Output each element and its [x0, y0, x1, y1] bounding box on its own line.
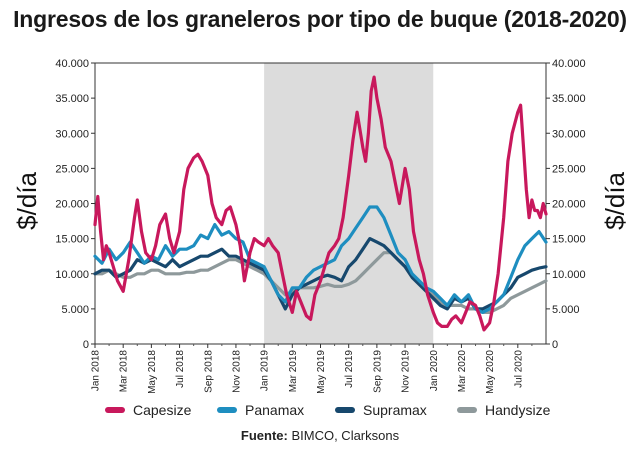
y-tick-label-right: 15.000	[552, 234, 586, 246]
y-tick-label-right: 20.000	[552, 199, 586, 211]
legend-item-supramax: Supramax	[335, 402, 427, 418]
line-chart: 0 0 5.000 5.000 10.000 10.000 15.000 15.000 20.0…	[55, 58, 586, 394]
legend-swatch-handysize	[457, 407, 477, 413]
y-tick-label-right: 40.000	[552, 58, 586, 70]
x-tick-label: Mar 2019	[288, 350, 299, 393]
legend-item-capesize: Capesize	[105, 402, 191, 418]
legend: Capesize Panamax Supramax Handysize	[105, 402, 625, 422]
source-note: Fuente: BIMCO, Clarksons	[0, 428, 640, 443]
y-tick-label-right: 10.000	[552, 269, 586, 281]
x-tick-label: May 2020	[485, 350, 496, 394]
chart-title: Ingresos de los graneleros por tipo de b…	[13, 6, 627, 32]
x-tick-label: May 2018	[147, 350, 158, 394]
legend-item-handysize: Handysize	[457, 402, 550, 418]
legend-item-panamax: Panamax	[217, 402, 304, 418]
x-tick-label: Mar 2020	[457, 350, 468, 393]
legend-label-panamax: Panamax	[245, 402, 305, 418]
y-tick-label-left: 5.000	[61, 304, 89, 316]
y-tick-label-right: 25.000	[552, 163, 586, 175]
y-tick-label-left: 25.000	[55, 163, 89, 175]
series-line-capesize	[93, 75, 548, 332]
legend-swatch-supramax	[335, 407, 355, 413]
x-tick-label: Jul 2018	[175, 350, 186, 388]
x-tick-label: Jan 2019	[260, 350, 271, 392]
y-tick-label-left: 40.000	[55, 58, 89, 70]
y-tick-label-left: 30.000	[55, 128, 89, 140]
series-line-handysize	[93, 251, 548, 314]
y-tick-label-left: 10.000	[55, 269, 89, 281]
x-tick-label: Jan 2018	[91, 350, 102, 392]
legend-label-capesize: Capesize	[133, 402, 192, 418]
y-tick-label-right: 35.000	[552, 93, 586, 105]
y-tick-label-left: 20.000	[55, 199, 89, 211]
source-text: BIMCO, Clarksons	[291, 428, 400, 443]
x-tick-label: Sep 2018	[203, 350, 214, 393]
x-tick-label: Sep 2019	[372, 350, 383, 393]
x-tick-label: Jul 2020	[513, 350, 524, 388]
y-tick-label-right: 30.000	[552, 128, 586, 140]
y-tick-label-left: 0	[83, 339, 89, 351]
x-tick-label: Jul 2019	[344, 350, 355, 388]
x-tick-label: Mar 2018	[119, 350, 130, 393]
y-tick-label-right: 5.000	[552, 304, 580, 316]
legend-label-supramax: Supramax	[363, 402, 427, 418]
y-tick-label-right: 0	[552, 339, 558, 351]
legend-label-handysize: Handysize	[485, 402, 551, 418]
legend-swatch-capesize	[105, 407, 125, 413]
y-tick-label-left: 35.000	[55, 93, 89, 105]
x-tick-label: Nov 2019	[401, 350, 412, 393]
x-tick-label: Nov 2018	[231, 350, 242, 393]
source-label: Fuente:	[240, 428, 288, 443]
y-tick-label-left: 15.000	[55, 234, 89, 246]
legend-swatch-panamax	[217, 407, 237, 413]
x-tick-label: May 2019	[316, 350, 327, 394]
series-line-panamax	[93, 205, 548, 314]
x-tick-label: Jan 2020	[429, 350, 440, 392]
